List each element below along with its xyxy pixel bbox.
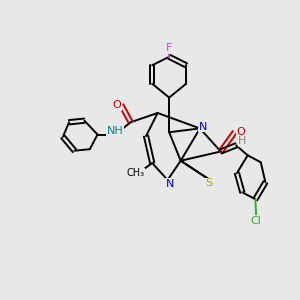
Text: F: F <box>166 43 172 53</box>
Text: Cl: Cl <box>251 216 262 226</box>
Text: S: S <box>206 178 213 188</box>
Text: NH: NH <box>107 126 124 136</box>
Text: H: H <box>238 136 247 146</box>
Text: CH₃: CH₃ <box>126 168 144 178</box>
Text: N: N <box>199 122 207 132</box>
Text: O: O <box>112 100 121 110</box>
Text: N: N <box>166 179 174 189</box>
Text: O: O <box>236 127 245 137</box>
